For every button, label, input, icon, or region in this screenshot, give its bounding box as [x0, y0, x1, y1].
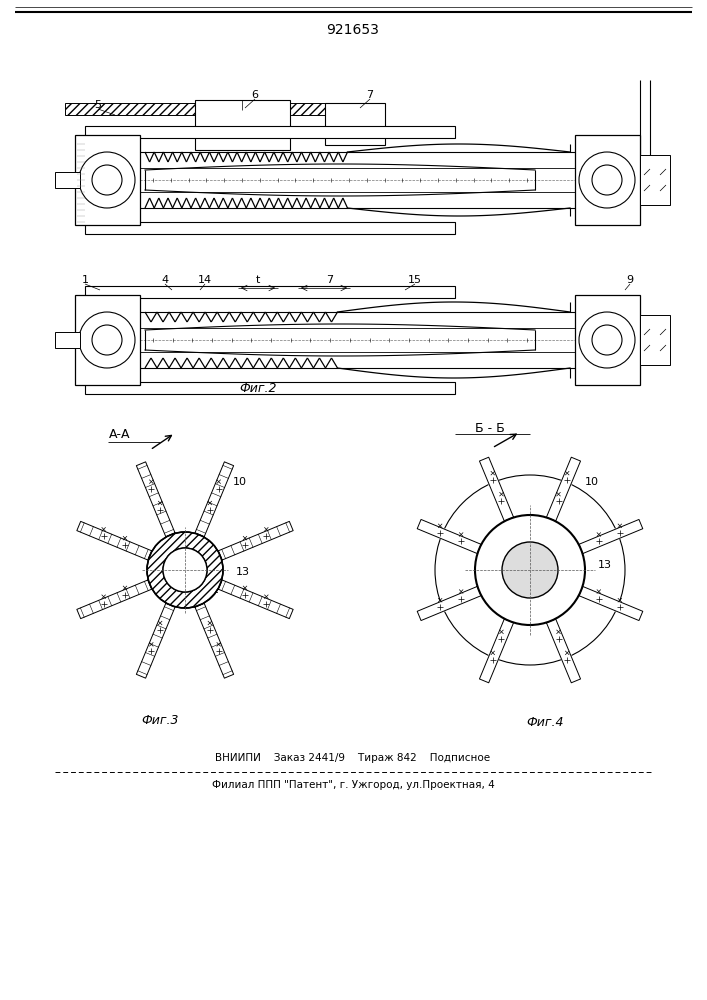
Bar	[75, 135, 140, 225]
Circle shape	[579, 152, 635, 208]
Text: 10: 10	[585, 477, 599, 487]
Bar	[85, 286, 455, 298]
Text: 6: 6	[252, 90, 259, 100]
Circle shape	[92, 325, 122, 355]
Text: 14: 14	[198, 275, 212, 285]
Text: А-А: А-А	[110, 428, 131, 442]
Circle shape	[502, 542, 558, 598]
Text: 13: 13	[236, 567, 250, 577]
Circle shape	[163, 548, 207, 592]
Bar	[640, 155, 670, 205]
Bar	[85, 126, 455, 138]
Polygon shape	[547, 619, 580, 683]
Polygon shape	[77, 521, 152, 560]
Bar	[65, 103, 355, 115]
Polygon shape	[417, 586, 481, 621]
Text: Фиг.2: Фиг.2	[239, 381, 276, 394]
Circle shape	[92, 165, 122, 195]
Text: 5: 5	[95, 100, 102, 110]
Circle shape	[592, 325, 622, 355]
Bar	[640, 315, 670, 365]
Polygon shape	[77, 580, 152, 619]
Text: 12: 12	[206, 585, 220, 595]
Circle shape	[79, 152, 135, 208]
Bar	[575, 135, 640, 225]
Text: Фиг.3: Фиг.3	[141, 714, 179, 726]
Circle shape	[475, 515, 585, 625]
Circle shape	[79, 312, 135, 368]
Polygon shape	[195, 603, 233, 678]
Circle shape	[579, 312, 635, 368]
Bar	[195, 100, 290, 150]
Polygon shape	[195, 462, 233, 537]
Polygon shape	[136, 603, 175, 678]
Polygon shape	[479, 619, 513, 683]
Text: 7: 7	[366, 90, 373, 100]
Polygon shape	[579, 519, 643, 554]
Text: Б - Б: Б - Б	[475, 422, 505, 434]
Polygon shape	[547, 457, 580, 521]
Text: 11: 11	[208, 553, 222, 563]
Bar	[575, 295, 640, 385]
Bar	[85, 382, 455, 394]
Polygon shape	[136, 462, 175, 537]
Text: 13: 13	[598, 560, 612, 570]
Bar	[325, 103, 385, 145]
Bar	[55, 332, 80, 348]
Text: Фиг.4: Фиг.4	[526, 716, 563, 728]
Text: t: t	[256, 275, 260, 285]
Text: 15: 15	[408, 275, 422, 285]
Text: 9: 9	[626, 275, 633, 285]
Text: 1: 1	[81, 275, 88, 285]
Bar	[85, 222, 455, 234]
Text: 10: 10	[233, 477, 247, 487]
Text: ВНИИПИ    Заказ 2441/9    Тираж 842    Подписное: ВНИИПИ Заказ 2441/9 Тираж 842 Подписное	[216, 753, 491, 763]
Polygon shape	[579, 586, 643, 621]
Circle shape	[592, 165, 622, 195]
Polygon shape	[417, 519, 481, 554]
Text: 7: 7	[327, 275, 334, 285]
Polygon shape	[218, 521, 293, 560]
Polygon shape	[479, 457, 513, 521]
Text: 4: 4	[161, 275, 168, 285]
Bar	[75, 295, 140, 385]
Text: Филиал ППП "Патент", г. Ужгород, ул.Проектная, 4: Филиал ППП "Патент", г. Ужгород, ул.Прое…	[211, 780, 494, 790]
Bar	[55, 172, 80, 188]
Polygon shape	[218, 580, 293, 619]
Text: 921653: 921653	[327, 23, 380, 37]
